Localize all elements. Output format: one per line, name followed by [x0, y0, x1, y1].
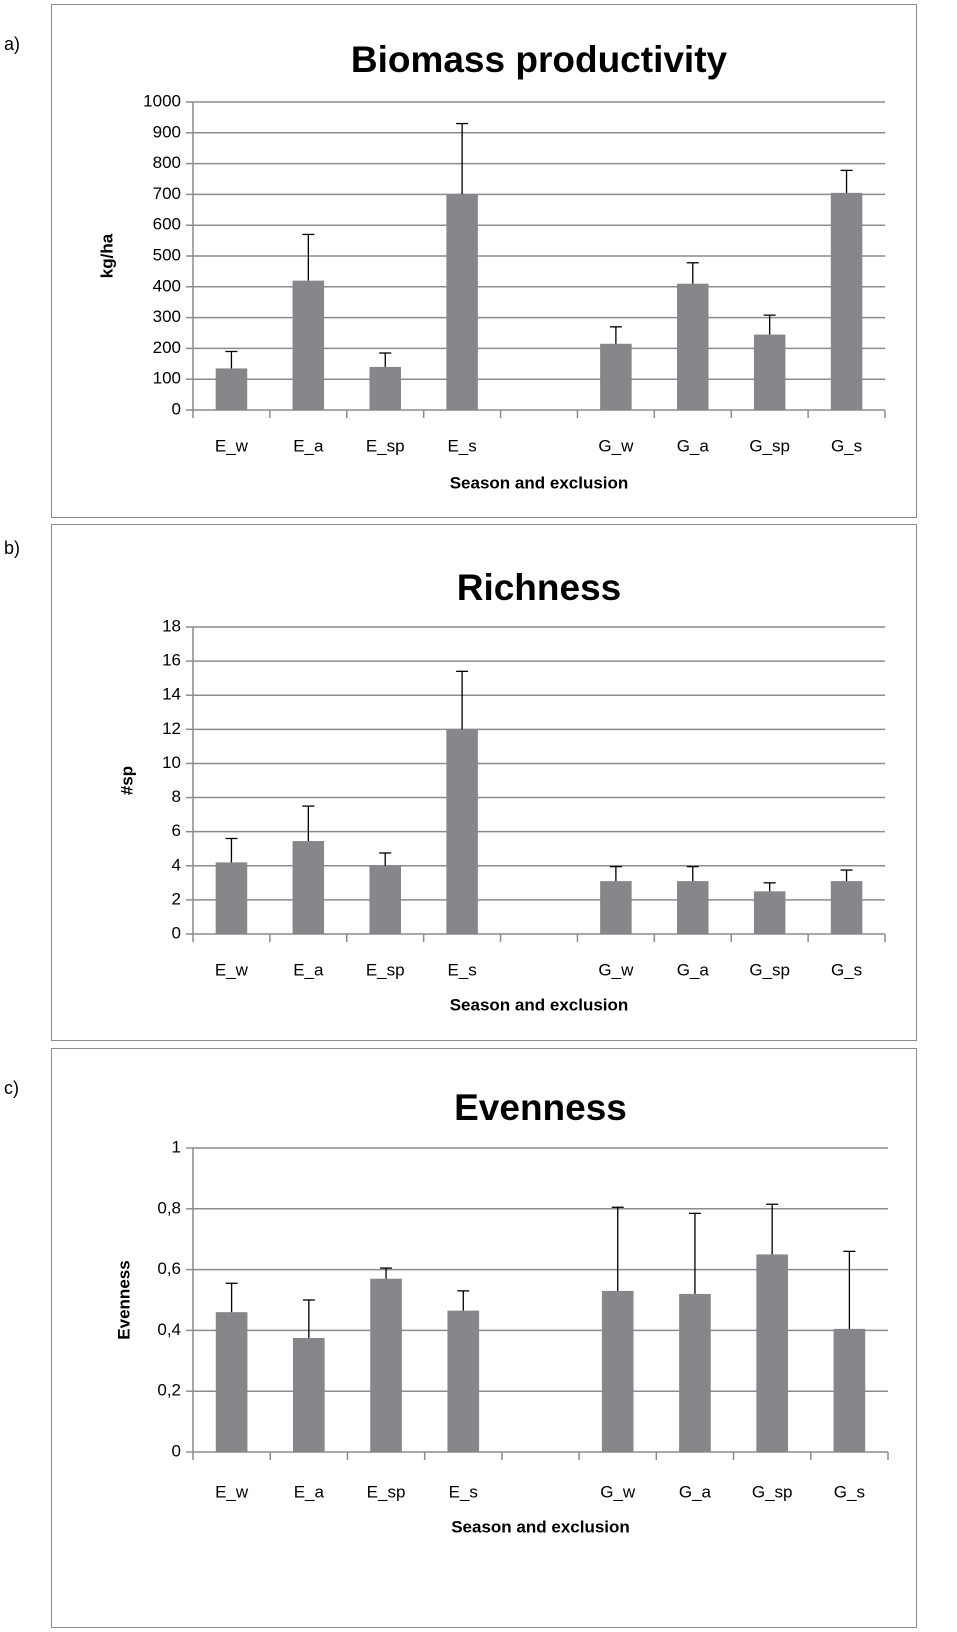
- y-tick-label: 900: [153, 122, 181, 141]
- y-tick-label: 10: [162, 753, 181, 772]
- y-axis-title: #sp: [117, 766, 136, 795]
- panel-label-a: a): [4, 34, 21, 54]
- panel-label-b: b): [4, 538, 21, 558]
- bar-E_w: [215, 862, 248, 934]
- x-tick-label: G_sp: [752, 1482, 793, 1501]
- x-axis-title: Season and exclusion: [450, 995, 629, 1014]
- panel-label-c: c): [4, 1078, 19, 1098]
- y-tick-label: 0,2: [157, 1381, 181, 1400]
- y-tick-label: 4: [172, 855, 181, 874]
- x-tick-label: E_a: [293, 436, 324, 455]
- y-axis-title: kg/ha: [97, 233, 116, 278]
- x-tick-label: G_w: [598, 960, 634, 979]
- bar-G_s: [830, 192, 863, 410]
- y-tick-label: 12: [162, 719, 181, 738]
- x-tick-label: E_w: [215, 960, 249, 979]
- bar-E_a: [292, 841, 325, 934]
- bar-G_w: [601, 1290, 634, 1452]
- x-tick-label: E_a: [294, 1482, 325, 1501]
- x-tick-label: E_s: [447, 960, 476, 979]
- bar-E_s: [446, 729, 478, 934]
- y-tick-label: 600: [153, 215, 181, 234]
- y-tick-label: 2: [172, 889, 181, 908]
- x-tick-label: E_s: [449, 1482, 478, 1501]
- y-tick-label: 100: [153, 369, 181, 388]
- bar-E_sp: [369, 366, 401, 410]
- bar-G_a: [679, 1293, 711, 1452]
- x-axis-title: Season and exclusion: [451, 1517, 630, 1536]
- y-tick-label: 1: [172, 1137, 181, 1156]
- bar-G_w: [600, 881, 632, 934]
- bar-E_w: [215, 1312, 248, 1452]
- bar-E_w: [215, 368, 248, 410]
- x-tick-label: E_sp: [367, 1482, 406, 1501]
- biomass-chart: Biomass productivity 0 100 200 300 400 500 600 7…: [97, 39, 886, 492]
- x-tick-label: E_w: [215, 436, 249, 455]
- y-axis-title: Evenness: [114, 1260, 133, 1339]
- x-tick-label: G_sp: [749, 436, 790, 455]
- y-tick-label: 8: [172, 787, 181, 806]
- x-axis-title: Season and exclusion: [450, 473, 629, 492]
- y-tick-label: 6: [172, 821, 181, 840]
- bar-G_sp: [756, 1254, 788, 1452]
- x-tick-label: G_w: [600, 1482, 636, 1501]
- bar-G_a: [677, 283, 709, 410]
- x-tick-label: G_w: [598, 436, 634, 455]
- y-tick-label: 1000: [143, 91, 181, 110]
- y-tick-label: 800: [153, 153, 181, 172]
- x-tick-label: E_sp: [366, 436, 405, 455]
- y-tick-label: 0: [172, 923, 181, 942]
- chart-title: Richness: [457, 567, 622, 608]
- bar-G_s: [830, 881, 863, 934]
- y-tick-label: 0: [172, 1441, 181, 1460]
- bar-E_a: [292, 280, 325, 410]
- y-tick-label: 18: [162, 616, 181, 635]
- x-tick-label: G_a: [677, 436, 710, 455]
- x-tick-label: G_s: [831, 960, 862, 979]
- x-tick-label: G_s: [834, 1482, 865, 1501]
- y-tick-label: 0,4: [157, 1320, 181, 1339]
- x-tick-label: E_sp: [366, 960, 405, 979]
- y-tick-label: 700: [153, 184, 181, 203]
- bar-E_a: [293, 1338, 325, 1452]
- x-tick-label: E_s: [447, 436, 476, 455]
- x-tick-label: G_sp: [749, 960, 790, 979]
- x-tick-label: G_a: [677, 960, 710, 979]
- bar-E_s: [447, 1310, 480, 1452]
- x-tick-label: E_w: [215, 1482, 249, 1501]
- chart-title: Evenness: [454, 1087, 627, 1128]
- y-tick-label: 500: [153, 245, 181, 264]
- bar-G_a: [677, 881, 709, 934]
- y-tick-label: 200: [153, 338, 181, 357]
- x-tick-label: G_s: [831, 436, 862, 455]
- x-tick-label: E_a: [293, 960, 324, 979]
- y-tick-label: 400: [153, 276, 181, 295]
- bar-E_s: [446, 194, 478, 410]
- y-tick-label: 16: [162, 651, 181, 670]
- chart-title: Biomass productivity: [351, 39, 728, 80]
- y-tick-label: 0: [172, 399, 181, 418]
- y-tick-label: 0,6: [157, 1259, 181, 1278]
- bar-G_s: [833, 1328, 866, 1452]
- bar-G_sp: [753, 891, 786, 934]
- y-tick-label: 0,8: [157, 1198, 181, 1217]
- richness-chart: Richness 0 2 4 6 8 10 12 14 16 18 E_w E_a E_sp E_s G_w G…: [117, 567, 886, 1014]
- bar-G_sp: [753, 334, 786, 410]
- y-tick-label: 300: [153, 307, 181, 326]
- bar-E_sp: [370, 1278, 402, 1452]
- bar-E_sp: [369, 865, 401, 934]
- chart-panel-biomass: [51, 4, 917, 518]
- y-tick-label: 14: [162, 685, 181, 704]
- x-tick-label: G_a: [679, 1482, 712, 1501]
- chart-panel-richness: [51, 524, 917, 1041]
- bar-G_w: [600, 343, 632, 410]
